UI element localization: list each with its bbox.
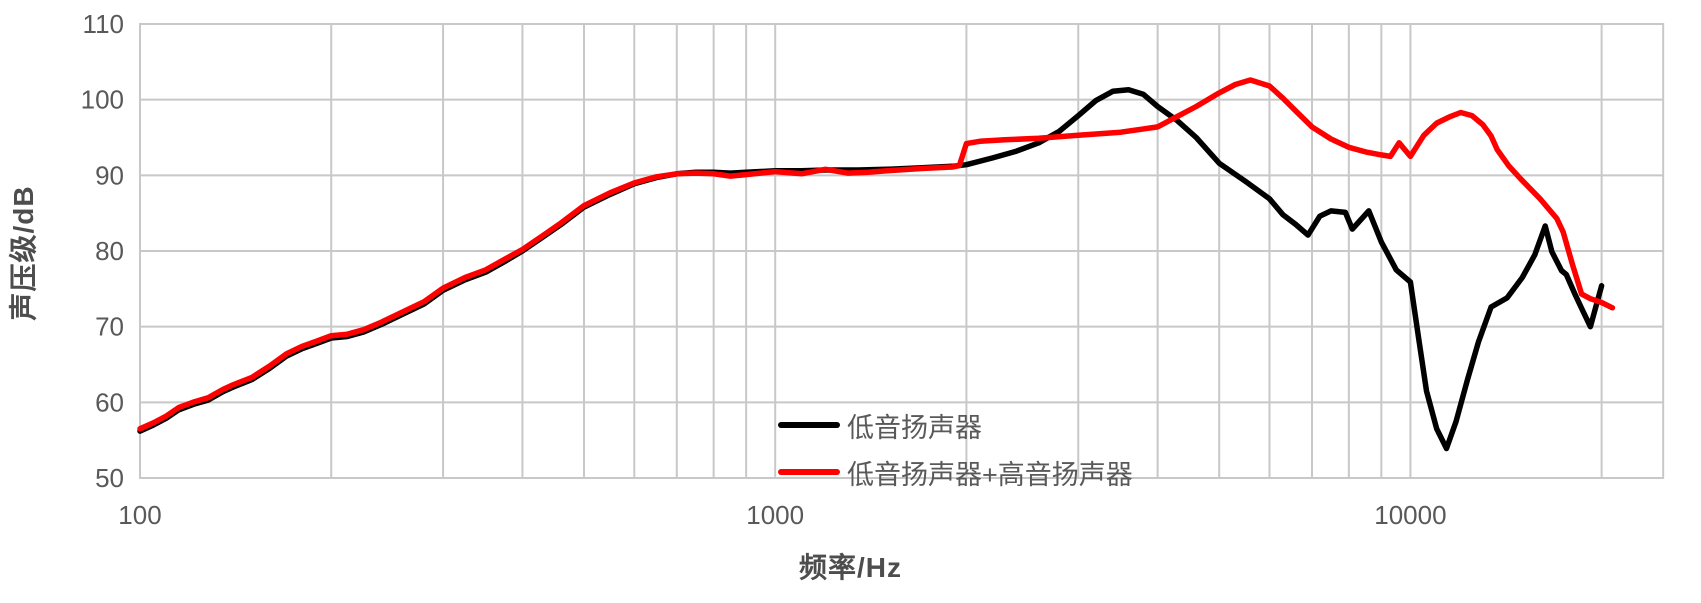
y-tick-label: 70 [95, 312, 124, 342]
legend: 低音扬声器 低音扬声器+高音扬声器 [778, 410, 1133, 504]
y-tick-label: 100 [81, 85, 124, 115]
y-tick-label: 50 [95, 463, 124, 493]
legend-item-woofer: 低音扬声器 [778, 410, 1133, 443]
legend-line-black-icon [778, 422, 840, 428]
y-tick-label: 60 [95, 387, 124, 417]
series-line-0 [137, 87, 1605, 452]
y-tick-label: 80 [95, 236, 124, 266]
y-axis-title: 声压级/dB [8, 185, 39, 321]
x-tick-label: 100 [118, 500, 161, 530]
legend-item-woofer-tweeter: 低音扬声器+高音扬声器 [778, 457, 1133, 490]
series-line-1 [137, 77, 1616, 432]
x-axis-title: 频率/Hz [798, 552, 902, 583]
x-tick-label: 10000 [1374, 500, 1446, 530]
y-tick-label: 90 [95, 160, 124, 190]
legend-line-red-icon [778, 469, 840, 475]
plot-frame [139, 23, 1665, 479]
legend-label-woofer-tweeter: 低音扬声器+高音扬声器 [847, 459, 1133, 490]
legend-label-woofer: 低音扬声器 [847, 412, 982, 443]
y-tick-label: 110 [83, 9, 124, 39]
x-tick-label: 1000 [746, 500, 804, 530]
